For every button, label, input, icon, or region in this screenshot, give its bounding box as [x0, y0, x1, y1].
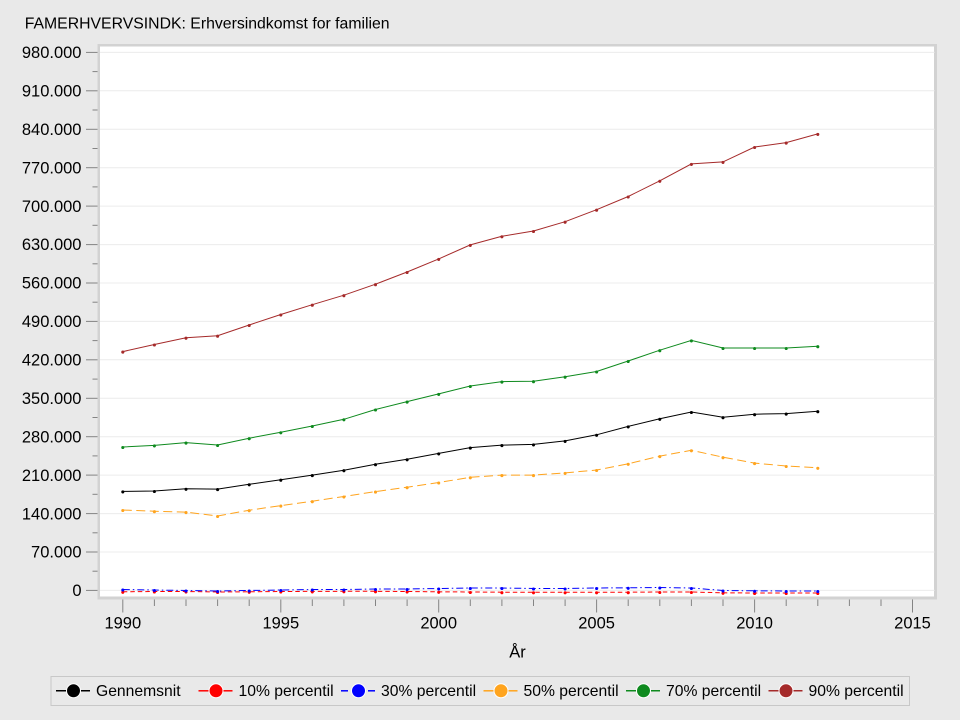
svg-text:90% percentil: 90% percentil — [809, 683, 904, 700]
svg-text:210.000: 210.000 — [22, 467, 82, 485]
svg-text:560.000: 560.000 — [22, 275, 82, 293]
svg-text:70% percentil: 70% percentil — [666, 683, 761, 700]
svg-text:910.000: 910.000 — [22, 83, 82, 101]
svg-text:10% percentil: 10% percentil — [239, 683, 334, 700]
svg-text:700.000: 700.000 — [22, 198, 82, 216]
svg-text:1990: 1990 — [104, 615, 141, 633]
svg-text:2015: 2015 — [894, 615, 931, 633]
svg-text:År: År — [509, 643, 526, 662]
svg-text:30% percentil: 30% percentil — [381, 683, 476, 700]
svg-text:0: 0 — [72, 582, 81, 600]
svg-text:2005: 2005 — [578, 615, 615, 633]
svg-text:350.000: 350.000 — [22, 390, 82, 408]
svg-text:630.000: 630.000 — [22, 236, 82, 254]
svg-text:280.000: 280.000 — [22, 428, 82, 446]
svg-text:420.000: 420.000 — [22, 352, 82, 370]
svg-text:140.000: 140.000 — [22, 505, 82, 523]
svg-text:50% percentil: 50% percentil — [524, 683, 619, 700]
svg-text:980.000: 980.000 — [22, 44, 82, 62]
svg-text:FAMERHVERVSINDK: Erhversindkom: FAMERHVERVSINDK: Erhversindkomst for fam… — [25, 16, 390, 33]
svg-text:2000: 2000 — [420, 615, 457, 633]
svg-text:1995: 1995 — [262, 615, 299, 633]
svg-text:Gennemsnit: Gennemsnit — [96, 683, 181, 700]
svg-text:2010: 2010 — [736, 615, 773, 633]
svg-text:490.000: 490.000 — [22, 313, 82, 331]
svg-text:840.000: 840.000 — [22, 121, 82, 139]
svg-text:70.000: 70.000 — [31, 544, 81, 562]
svg-text:770.000: 770.000 — [22, 159, 82, 177]
